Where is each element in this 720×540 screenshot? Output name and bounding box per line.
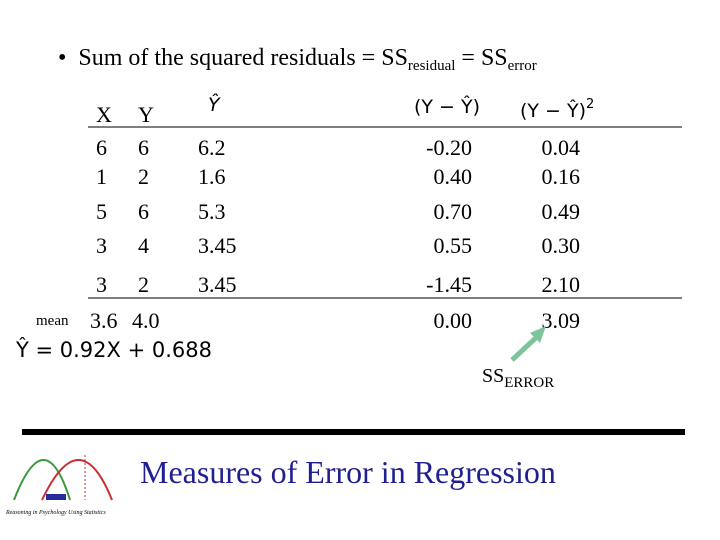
annotation-sub: ERROR: [504, 375, 555, 391]
mean-cell: 3.6: [90, 308, 118, 333]
bullet-sub: error: [507, 58, 537, 74]
bullet-text: = SS: [455, 45, 508, 71]
table-cell: 1: [96, 164, 107, 189]
table-cell: 2: [138, 272, 149, 297]
table-cell: 6: [138, 199, 149, 224]
mean-label: mean: [36, 313, 69, 329]
header-exp: 2: [586, 97, 595, 112]
table-cell: 6.2: [198, 135, 226, 160]
annotation-text: SS: [482, 365, 505, 387]
table-cell: 3.45: [198, 233, 237, 258]
logo-caption: Reasoning in Psychology Using Statistics: [6, 510, 106, 516]
table-cell: 3: [96, 272, 107, 297]
mean-cell: 4.0: [132, 308, 160, 333]
arrow-head: [530, 326, 546, 343]
header: (Y − Ŷ)2: [520, 98, 594, 121]
header: (Y − Ŷ): [520, 100, 587, 122]
table-cell: 0.55: [433, 233, 473, 258]
table-cell: 3.45: [198, 272, 237, 297]
mean-cell: 0.00: [433, 308, 473, 333]
table-cell: 0.70: [433, 199, 473, 224]
table-cell: 0.16: [541, 164, 581, 189]
table-cell: 6: [96, 135, 107, 160]
equation: Ŷ = 0.92X + 0.688: [16, 338, 212, 362]
table-cell: 0.49: [541, 199, 581, 224]
bullet-text: Sum of the squared residuals = SS: [78, 45, 408, 71]
bullet-sub: residual: [407, 58, 456, 74]
divider: [22, 429, 685, 435]
table-cell: -1.45: [426, 272, 472, 297]
header: Ŷ: [208, 94, 220, 116]
table-cell: 2: [138, 164, 149, 189]
table-cell: 2.10: [541, 272, 581, 297]
table-cell: 5.3: [198, 199, 226, 224]
table-cell: 5: [96, 199, 107, 224]
table-cell: 4: [138, 233, 149, 258]
header: X: [96, 102, 112, 127]
footer-title: Measures of Error in Regression: [140, 454, 556, 490]
mean-cell: 3.09: [541, 308, 581, 333]
table-cell: 0.04: [541, 135, 581, 160]
header: (Y − Ŷ): [414, 96, 481, 118]
arrow: [510, 332, 542, 362]
table-cell: 0.40: [433, 164, 473, 189]
logo: [13, 455, 113, 501]
table-cell: 3: [96, 233, 107, 258]
table-cell: 6: [138, 135, 149, 160]
table-cell: 0.30: [541, 233, 581, 258]
bullet: • Sum of the squared residuals = SSresid…: [58, 45, 537, 74]
annotation: SSERROR: [482, 366, 554, 391]
table-cell: 1.6: [198, 164, 226, 189]
header: Y: [138, 102, 154, 127]
table-cell: -0.20: [426, 135, 472, 160]
